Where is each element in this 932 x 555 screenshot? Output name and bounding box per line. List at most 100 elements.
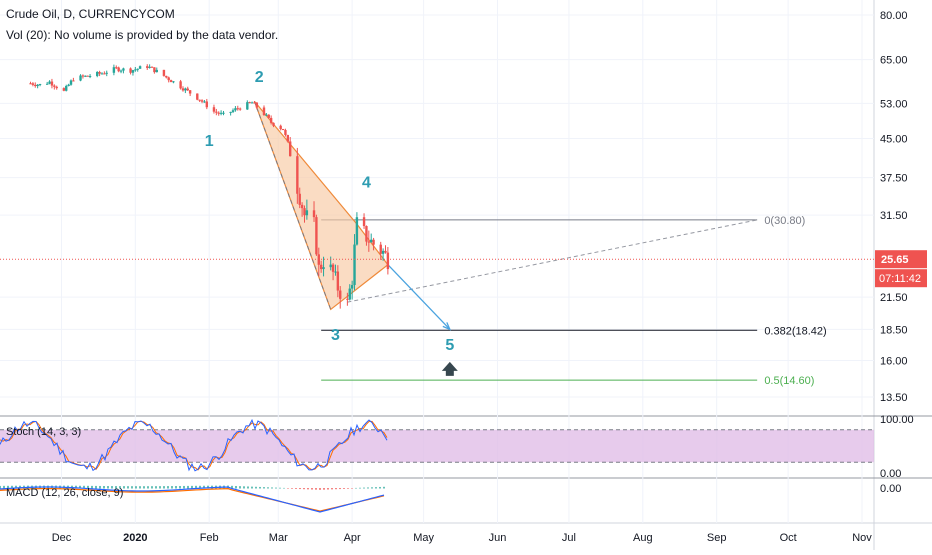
candle-body[interactable]	[238, 108, 242, 110]
candle-body[interactable]	[384, 250, 387, 253]
candle-body[interactable]	[215, 111, 218, 113]
candle-body[interactable]	[179, 81, 182, 89]
candle-body[interactable]	[372, 239, 375, 245]
candle-body[interactable]	[196, 93, 199, 100]
candle-body[interactable]	[236, 108, 239, 110]
candle-body[interactable]	[346, 298, 349, 300]
candle-body[interactable]	[172, 81, 175, 83]
stochastic-pane[interactable]	[0, 418, 874, 472]
candle-body[interactable]	[184, 88, 187, 91]
macd-label[interactable]: MACD (12, 26, close, 9)	[6, 487, 124, 499]
candle-body[interactable]	[134, 69, 137, 71]
candle-body[interactable]	[281, 129, 285, 131]
candle-body[interactable]	[303, 208, 306, 216]
candle-body[interactable]	[267, 114, 270, 118]
candle-body[interactable]	[84, 75, 87, 77]
candle-body[interactable]	[315, 217, 318, 255]
candle-body[interactable]	[65, 85, 68, 91]
candle-body[interactable]	[386, 252, 390, 270]
candle-body[interactable]	[131, 70, 135, 73]
wave-label-3[interactable]: 3	[331, 327, 340, 344]
candle-body[interactable]	[165, 75, 168, 78]
candle-body[interactable]	[370, 239, 373, 243]
candle-body[interactable]	[334, 271, 337, 273]
candle-body[interactable]	[365, 226, 368, 242]
candle-body[interactable]	[148, 66, 151, 68]
candle-body[interactable]	[231, 110, 235, 112]
candle-body[interactable]	[362, 217, 366, 227]
candle-body[interactable]	[219, 112, 223, 114]
candle-body[interactable]	[331, 264, 335, 272]
candle-body[interactable]	[205, 101, 209, 108]
candle-body[interactable]	[96, 72, 99, 76]
candle-body[interactable]	[229, 111, 232, 113]
candle-body[interactable]	[312, 210, 316, 218]
candle-body[interactable]	[322, 267, 325, 270]
candle-body[interactable]	[355, 217, 359, 245]
candle-body[interactable]	[329, 264, 332, 268]
up-arrow-icon[interactable]	[441, 361, 458, 376]
wave-label-4[interactable]: 4	[362, 175, 371, 192]
candle-body[interactable]	[217, 112, 220, 114]
fib-retracement[interactable]: 0(30.80) 0.382(18.42) 0.5(14.60)	[321, 215, 827, 387]
candle-body[interactable]	[112, 67, 116, 73]
candle-body[interactable]	[288, 141, 292, 157]
candle-body[interactable]	[36, 84, 39, 87]
candle-body[interactable]	[169, 80, 173, 83]
candle-body[interactable]	[284, 129, 287, 136]
candle-body[interactable]	[29, 83, 32, 85]
candle-body[interactable]	[119, 70, 123, 72]
candle-body[interactable]	[138, 66, 142, 69]
candle-body[interactable]	[79, 75, 82, 81]
candle-body[interactable]	[98, 72, 101, 74]
candle-body[interactable]	[153, 67, 156, 73]
candle-body[interactable]	[72, 80, 75, 82]
candle-body[interactable]	[117, 67, 120, 72]
candle-body[interactable]	[381, 250, 385, 254]
candle-body[interactable]	[81, 75, 85, 77]
candle-body[interactable]	[198, 99, 201, 101]
candle-body[interactable]	[379, 244, 382, 254]
candle-body[interactable]	[286, 135, 290, 142]
price-axis[interactable]: 80.00 65.00 53.00 45.00 37.50 31.50 21.50 18.50…	[875, 10, 927, 495]
candle-body[interactable]	[53, 85, 56, 87]
last-price-badge[interactable]	[875, 250, 927, 269]
candle-body[interactable]	[350, 285, 354, 289]
candlestick-series[interactable]	[29, 64, 390, 309]
candle-body[interactable]	[86, 75, 89, 77]
candle-body[interactable]	[298, 193, 301, 205]
candle-body[interactable]	[250, 102, 254, 104]
candle-body[interactable]	[319, 264, 323, 270]
candle-body[interactable]	[55, 86, 58, 89]
candle-body[interactable]	[136, 68, 139, 70]
wave-label-5[interactable]: 5	[445, 337, 454, 354]
candle-body[interactable]	[212, 107, 216, 112]
candle-body[interactable]	[45, 83, 49, 85]
candle-body[interactable]	[146, 66, 149, 68]
candle-body[interactable]	[367, 241, 371, 243]
candle-body[interactable]	[115, 67, 118, 69]
candle-body[interactable]	[188, 90, 192, 94]
candle-body[interactable]	[279, 125, 282, 130]
candle-body[interactable]	[353, 244, 356, 286]
wave5-projection-line[interactable]	[387, 264, 451, 330]
candle-body[interactable]	[48, 81, 51, 84]
candle-body[interactable]	[100, 73, 104, 75]
candle-body[interactable]	[88, 75, 92, 77]
candle-body[interactable]	[62, 88, 66, 91]
time-axis[interactable]: Dec 2020 Feb Mar Apr May Jun Jul Aug Sep Oct Nov	[52, 532, 873, 544]
candle-body[interactable]	[253, 102, 256, 104]
candle-body[interactable]	[162, 69, 166, 76]
candle-body[interactable]	[122, 68, 125, 71]
candle-body[interactable]	[167, 77, 170, 81]
candle-body[interactable]	[67, 84, 70, 86]
macd-pane[interactable]	[0, 485, 385, 513]
macd-line[interactable]	[0, 486, 385, 513]
candle-body[interactable]	[103, 73, 106, 75]
candle-body[interactable]	[339, 290, 342, 299]
candle-body[interactable]	[336, 271, 340, 291]
candle-body[interactable]	[255, 102, 259, 108]
candle-body[interactable]	[186, 88, 189, 91]
